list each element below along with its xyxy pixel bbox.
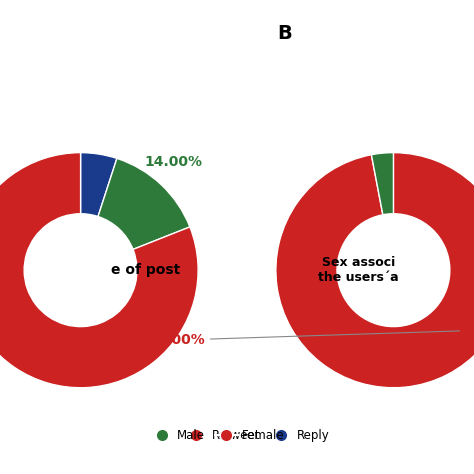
- Text: Sex associ
the users´a: Sex associ the users´a: [318, 256, 399, 284]
- Text: 14.00%: 14.00%: [144, 155, 202, 169]
- Text: e of post: e of post: [110, 263, 180, 277]
- Wedge shape: [276, 153, 474, 388]
- Text: 67.00%: 67.00%: [147, 331, 459, 347]
- Legend: Retweet, Reply: Retweet, Reply: [180, 424, 334, 447]
- Wedge shape: [98, 158, 190, 249]
- Wedge shape: [81, 153, 117, 217]
- Legend: Male, Female: Male, Female: [145, 424, 289, 447]
- Wedge shape: [372, 153, 393, 215]
- Wedge shape: [0, 153, 198, 388]
- Text: B: B: [277, 24, 292, 43]
